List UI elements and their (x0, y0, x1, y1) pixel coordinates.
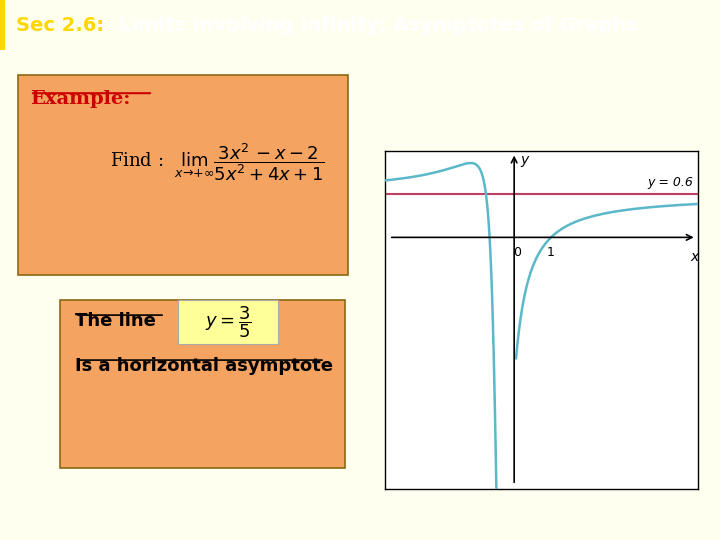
FancyBboxPatch shape (178, 300, 278, 344)
Text: The line: The line (75, 312, 156, 330)
Text: Sec 2.6:: Sec 2.6: (16, 16, 104, 35)
Text: 1: 1 (547, 246, 555, 259)
Bar (0, 0, 4, 50)
Text: Limits Involving Infinity; Asymptotes of Graphs: Limits Involving Infinity; Asymptotes of… (119, 16, 637, 35)
Text: Find :  $\lim_{x \to +\infty} \dfrac{3x^2 - x - 2}{5x^2 + 4x + 1}$: Find : $\lim_{x \to +\infty} \dfrac{3x^2… (110, 141, 325, 183)
Text: y: y (521, 153, 529, 167)
Text: Example:: Example: (30, 90, 130, 108)
FancyBboxPatch shape (18, 75, 348, 275)
Text: x: x (690, 251, 698, 264)
Text: y = 0.6: y = 0.6 (647, 176, 693, 189)
Text: $y = \dfrac{3}{5}$: $y = \dfrac{3}{5}$ (204, 304, 251, 340)
FancyBboxPatch shape (60, 300, 345, 468)
Text: Is a horizontal asymptote: Is a horizontal asymptote (75, 357, 333, 375)
Text: 0: 0 (513, 246, 521, 259)
